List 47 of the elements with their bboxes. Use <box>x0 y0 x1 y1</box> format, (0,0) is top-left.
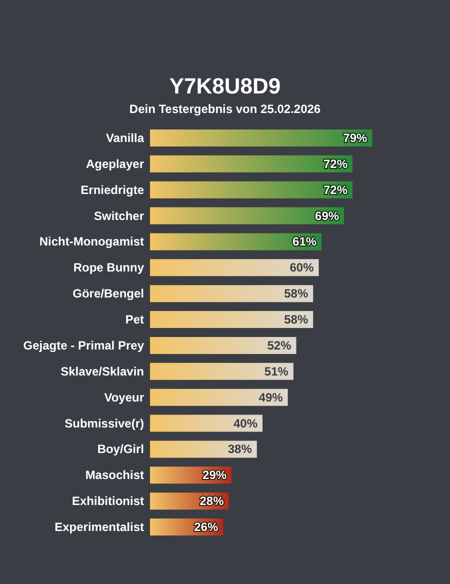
y-tick-label: Submissive(r) <box>64 416 144 430</box>
y-tick-label: Experimentalist <box>54 520 144 534</box>
y-tick-label: Vanilla <box>106 130 144 145</box>
chart-subtitle: Dein Testergebnis von 25.02.2026 <box>129 102 321 116</box>
bar <box>150 311 314 328</box>
data-label: 52% <box>267 338 292 352</box>
y-tick-label: Nicht-Monogamist <box>39 234 144 249</box>
y-tick-label: Masochist <box>85 468 144 482</box>
bar <box>150 181 352 198</box>
data-label: 28% <box>200 494 224 508</box>
bar <box>150 233 322 250</box>
y-tick-label: Boy/Girl <box>97 442 144 456</box>
bar <box>150 414 262 432</box>
data-label: 72% <box>323 156 348 171</box>
data-label: 29% <box>202 468 227 482</box>
bar <box>150 259 319 276</box>
data-label: 60% <box>290 260 314 275</box>
y-tick-label: Rope Bunny <box>73 260 144 275</box>
data-label: 58% <box>284 286 308 301</box>
data-label: 49% <box>258 390 284 404</box>
data-label: 51% <box>264 364 289 378</box>
data-label: 79% <box>343 130 368 145</box>
bar <box>150 362 294 380</box>
bar <box>150 155 352 172</box>
y-tick-label: Switcher <box>94 208 144 223</box>
data-label: 26% <box>194 520 218 534</box>
y-tick-label: Göre/Bengel <box>72 286 144 301</box>
y-tick-label: Erniedrigte <box>80 182 144 197</box>
chart-title: Y7K8U8D9 <box>169 74 281 98</box>
bar <box>150 440 257 458</box>
y-tick-label: Voyeur <box>104 390 144 404</box>
y-tick-label: Sklave/Sklavin <box>60 364 144 378</box>
bar <box>150 388 288 406</box>
data-label: 69% <box>315 208 340 223</box>
data-label: 72% <box>323 182 348 197</box>
data-label: 58% <box>284 312 308 327</box>
data-label: 38% <box>228 442 252 456</box>
y-tick-label: Pet <box>125 312 144 327</box>
bar <box>150 285 314 302</box>
y-tick-label: Exhibitionist <box>72 494 144 508</box>
bar <box>150 207 344 224</box>
y-tick-label: Gejagte - Primal Prey <box>23 338 144 352</box>
bar <box>150 129 372 146</box>
data-label: 40% <box>233 416 258 430</box>
data-label: 61% <box>292 234 317 249</box>
bar <box>150 336 296 354</box>
y-tick-label: Ageplayer <box>86 156 144 171</box>
